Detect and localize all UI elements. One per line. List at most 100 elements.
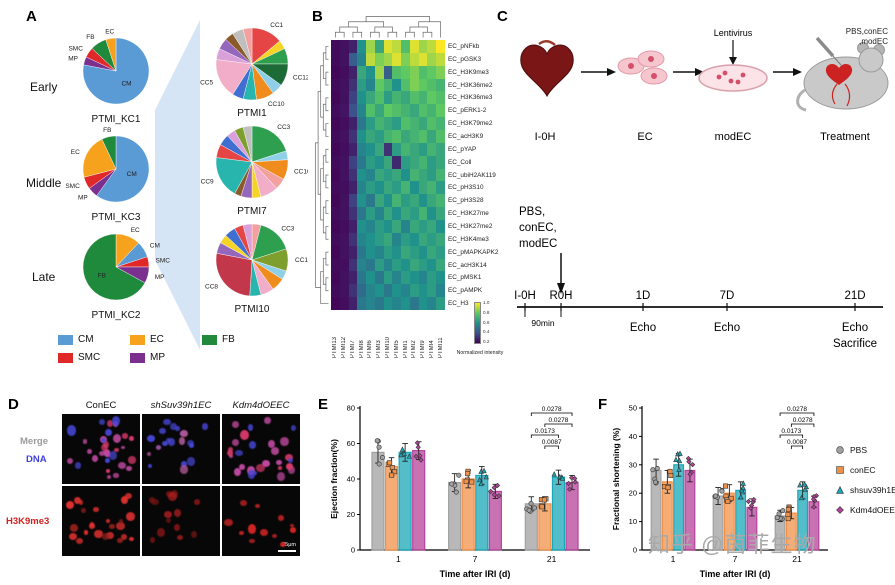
heatmap-cell [418, 194, 428, 208]
data-point [376, 461, 382, 467]
colorbar-tick: 0.8 [483, 309, 490, 315]
nucleus-dot [285, 462, 294, 471]
heatmap-cell [348, 40, 358, 53]
data-point [559, 475, 566, 481]
heatmap-cell [357, 104, 367, 118]
dendrogram-branch [322, 258, 326, 285]
heatmap-cell [331, 142, 340, 156]
nucleus-dot [114, 448, 119, 453]
pie-slice [82, 138, 117, 178]
heatmap-cell [339, 245, 349, 259]
nucleus-dot [116, 522, 126, 531]
heatmap-cell [374, 245, 384, 259]
significance-bracket [544, 423, 573, 427]
y-tick-label: 50 [629, 404, 637, 413]
heatmap-cell [348, 181, 358, 195]
pie-slice [242, 125, 253, 163]
data-point [745, 498, 752, 505]
heatmap-cell [331, 219, 340, 233]
heatmap-cell [418, 40, 428, 53]
colorbar-tick: 0.4 [483, 329, 490, 335]
heatmap-cell [339, 181, 349, 195]
heatmap-cell [366, 219, 375, 233]
x-axis-title: Time after IRI (d) [440, 569, 511, 579]
dendrogram-branch [418, 21, 441, 38]
heatmap-cell [392, 52, 402, 66]
heatmap-cell [331, 245, 340, 259]
nucleus-dot [188, 442, 194, 448]
sacrifice-label: Sacrifice [833, 338, 877, 350]
dendrogram-branch [335, 31, 345, 38]
flow-label-treatment: Treatment [820, 131, 870, 143]
nucleus-dot [87, 448, 93, 454]
pie-slice-label: EC [71, 149, 80, 156]
heatmap-cell [331, 65, 340, 79]
flow-label-i0h: I-0H [535, 131, 556, 143]
data-point [399, 446, 406, 452]
nucleus-dot [76, 538, 84, 545]
mouse-heart [825, 63, 853, 85]
heatmap-cell [339, 207, 349, 220]
data-point [417, 453, 423, 459]
heatmap-cell [339, 168, 349, 182]
heatmap-cell [348, 219, 358, 233]
legend-item: conEC [834, 464, 895, 476]
heatmap-cell [392, 155, 402, 169]
data-point [449, 481, 455, 487]
heatmap-column-label: PTMI10 [384, 336, 391, 358]
nucleus-dot [239, 531, 244, 536]
flow-label-modec: modEC [715, 131, 752, 143]
heatmap-cell [348, 284, 358, 298]
heatmap-cell [374, 142, 384, 156]
heatmap-cell [357, 40, 367, 53]
p-value-label: 0.0278 [793, 417, 813, 424]
pie-slice [105, 37, 117, 72]
injection-arrow-head [557, 283, 565, 294]
heatmap-cell [427, 129, 437, 143]
heatmap-cell [392, 181, 402, 195]
p-value-label: 0.0278 [549, 417, 569, 424]
cell-nucleus [648, 56, 654, 62]
data-point [654, 465, 660, 471]
heatmap-cell [409, 142, 419, 156]
heatmap-cell [401, 284, 410, 298]
cell-nucleus [628, 63, 634, 69]
heatmap-column-label: PTMI2 [411, 340, 418, 358]
data-point [387, 460, 393, 466]
heatmap-row-label: EC_H3K79me2 [448, 120, 493, 128]
heatmap-cell [374, 258, 384, 272]
legend-item: Kdm4dOEEC [834, 504, 895, 516]
x-tick-label: 1 [671, 554, 676, 564]
heatmap-cell [436, 271, 445, 285]
nucleus-dot [232, 439, 240, 447]
pie-slice [96, 135, 150, 203]
bar [475, 474, 489, 551]
pie-slice-label: CC12 [293, 74, 308, 81]
legend-item-cm: CM [58, 334, 130, 345]
nucleus-dot [166, 518, 172, 524]
nucleus-dot [98, 450, 106, 457]
heatmap-cell [427, 168, 437, 182]
micrograph-h3k9me3-kdm4doeec: 25μm [222, 486, 300, 556]
row-label-h3k9me3: H3K9me3 [6, 516, 50, 527]
nucleus-dot [121, 433, 129, 439]
heatmap-cell [418, 207, 428, 220]
data-point [650, 467, 656, 473]
echo-label-7d: Echo [714, 322, 740, 334]
y-axis-title: Ejection fraction(%) [329, 439, 339, 519]
heatmap-cell [374, 284, 384, 298]
data-point [379, 455, 385, 461]
nucleus-dot [78, 500, 83, 506]
heatmap-cell [436, 181, 445, 195]
heatmap-cell [392, 129, 402, 143]
nucleus-dot [177, 535, 183, 541]
heatmap-cell [392, 142, 402, 156]
heatmap-cell [339, 194, 349, 208]
data-point [686, 459, 692, 465]
heatmap-cell [331, 271, 340, 285]
dish-cell [740, 72, 746, 78]
cm-swatch [58, 334, 73, 345]
pie-slice [82, 233, 146, 301]
heatmap-cell [409, 117, 419, 130]
x-tick-label: 21 [547, 554, 557, 564]
